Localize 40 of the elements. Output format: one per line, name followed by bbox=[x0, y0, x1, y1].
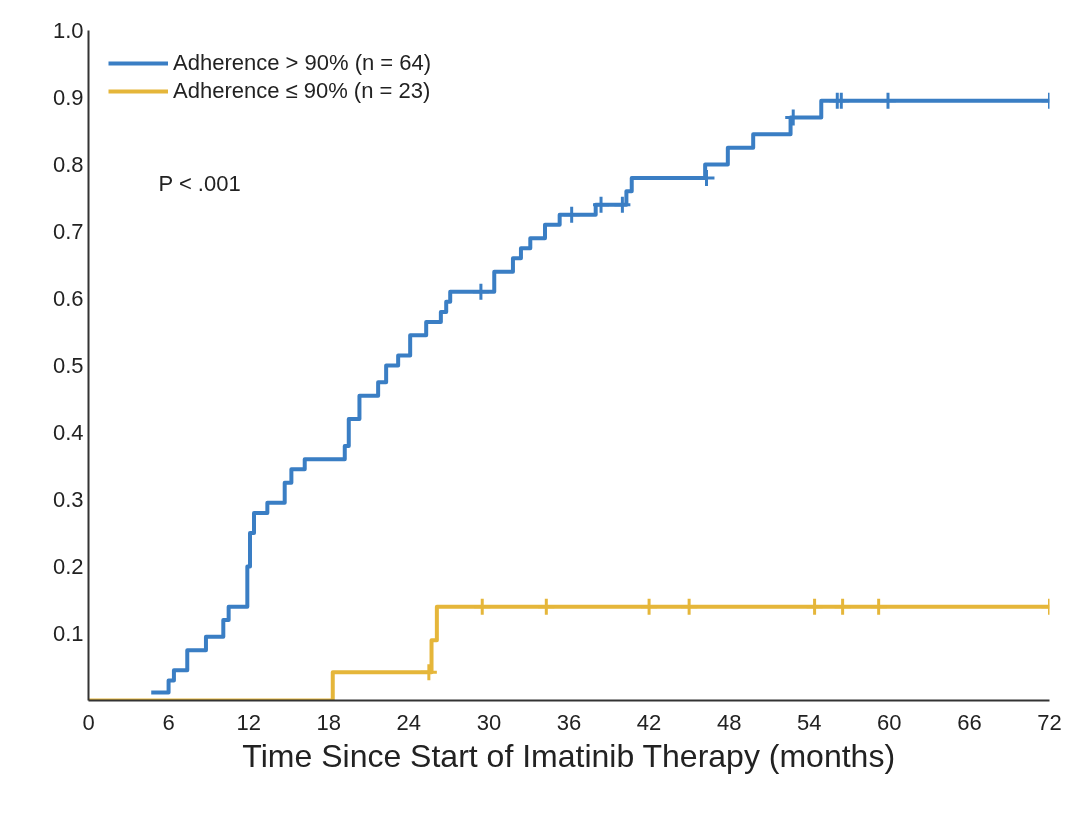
y-tick-label: 0.6 bbox=[52, 286, 84, 311]
x-tick-label: 42 bbox=[636, 709, 662, 735]
point bbox=[679, 597, 699, 617]
y-tick-label: 0.7 bbox=[52, 219, 84, 244]
x-tick-label: 72 bbox=[1037, 709, 1062, 735]
point bbox=[536, 597, 556, 617]
point bbox=[562, 205, 582, 225]
y-tick-label: 0.5 bbox=[52, 353, 84, 378]
x-tick-label: 12 bbox=[236, 709, 261, 735]
point bbox=[869, 597, 889, 617]
x-tick-label: 18 bbox=[316, 709, 341, 735]
x-axis-title: Time Since Start of Imatinib Therapy (months) bbox=[242, 737, 896, 774]
y-tick-label: 0.1 bbox=[52, 621, 84, 646]
y-tick-label: 0.2 bbox=[52, 554, 84, 579]
point bbox=[471, 282, 491, 302]
x-tick-label: 54 bbox=[797, 709, 822, 735]
y-tick-label: 0.4 bbox=[52, 420, 84, 445]
y-tick-label: 0.3 bbox=[52, 487, 84, 512]
x-tick-label: 0 bbox=[82, 709, 95, 735]
x-tick-label: 66 bbox=[957, 709, 982, 735]
y-tick-label: 1.0 bbox=[52, 18, 84, 43]
x-tick-label: 6 bbox=[162, 709, 175, 735]
point bbox=[419, 662, 439, 682]
legend-label: Adherence > 90% (n = 64) bbox=[173, 50, 432, 76]
y-tick-label: 0.8 bbox=[52, 152, 84, 177]
point bbox=[591, 195, 611, 215]
x-tick-label: 48 bbox=[716, 709, 742, 735]
annotation: P < .001 bbox=[158, 170, 241, 196]
point bbox=[833, 597, 853, 617]
y-tick-label: 0.9 bbox=[52, 85, 84, 110]
legend-label: Adherence ≤ 90% (n = 23) bbox=[173, 78, 431, 104]
point bbox=[472, 597, 492, 617]
point bbox=[805, 597, 825, 617]
x-tick-label: 60 bbox=[877, 709, 902, 735]
point bbox=[878, 91, 898, 111]
x-tick-label: 30 bbox=[476, 709, 502, 735]
x-tick-label: 24 bbox=[396, 709, 422, 735]
point bbox=[639, 597, 659, 617]
x-tick-label: 36 bbox=[556, 709, 582, 735]
point bbox=[612, 195, 632, 215]
